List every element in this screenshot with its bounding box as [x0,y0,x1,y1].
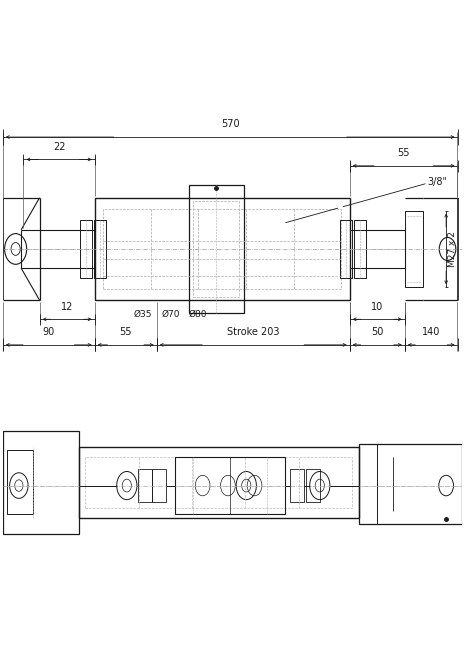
Text: Stroke 203: Stroke 203 [227,327,279,337]
Text: Ø80: Ø80 [189,310,207,319]
Text: 3/8": 3/8" [428,177,448,187]
Text: 570: 570 [221,119,239,129]
Text: Ø35: Ø35 [133,310,152,319]
Text: 12: 12 [61,302,73,312]
Text: Ø70: Ø70 [161,310,180,319]
Text: 55: 55 [120,327,132,337]
Text: 55: 55 [398,148,410,158]
Text: 90: 90 [43,327,55,337]
Text: 22: 22 [53,142,65,152]
Text: 10: 10 [371,302,383,312]
Text: M27 x 2: M27 x 2 [448,231,457,267]
Text: 140: 140 [422,327,440,337]
Text: 50: 50 [371,327,384,337]
